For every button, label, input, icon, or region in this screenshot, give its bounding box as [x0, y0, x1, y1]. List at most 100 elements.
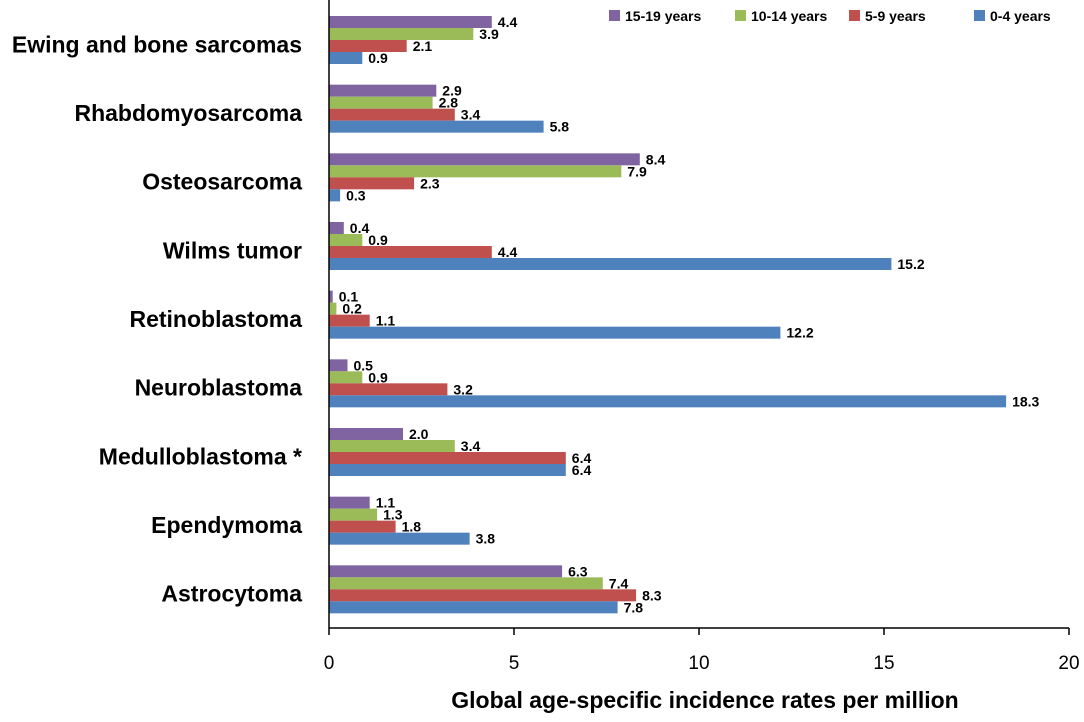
value-label-medulloblastoma-10-14-years: 3.4 — [461, 438, 481, 454]
value-label-medulloblastoma-0-4-years: 6.4 — [572, 462, 592, 478]
category-label-rhabdomyosarcoma: Rhabdomyosarcoma — [74, 100, 302, 126]
value-label-rhabdomyosarcoma-15-19-years: 2.9 — [442, 83, 462, 99]
bar-retinoblastoma-0-4-years — [329, 326, 781, 339]
legend: 15-19 years 10-14 years 5-9 years 0-4 years — [609, 8, 1051, 24]
value-label-astrocytoma-10-14-years: 7.4 — [609, 575, 629, 591]
bar-ewing-and-bone-sarcomas-10-14-years — [329, 28, 474, 40]
x-axis-title: Global age-specific incidence rates per … — [451, 687, 958, 713]
value-label-rhabdomyosarcoma-10-14-years: 2.8 — [439, 95, 459, 111]
value-label-rhabdomyosarcoma-5-9-years: 3.4 — [461, 107, 481, 123]
value-label-retinoblastoma-10-14-years: 0.2 — [342, 301, 362, 317]
category-label-wilms-tumor: Wilms tumor — [163, 237, 302, 263]
legend-swatch-5-9-years — [849, 10, 860, 21]
value-label-astrocytoma-15-19-years: 6.3 — [568, 563, 588, 579]
bar-medulloblastoma-15-19-years — [329, 428, 403, 440]
category-label-ewing-and-bone-sarcomas: Ewing and bone sarcomas — [12, 31, 302, 57]
value-label-neuroblastoma-15-19-years: 0.5 — [354, 357, 374, 373]
x-tick-label-10: 10 — [688, 653, 709, 674]
value-label-retinoblastoma-15-19-years: 0.1 — [339, 289, 359, 305]
x-tick-label-0: 0 — [324, 653, 335, 674]
value-label-ewing-and-bone-sarcomas-10-14-years: 3.9 — [479, 26, 499, 42]
bar-wilms-tumor-0-4-years — [329, 258, 892, 270]
bar-rhabdomyosarcoma-15-19-years — [329, 84, 437, 97]
legend-label-5-9-years: 5-9 years — [865, 8, 926, 24]
x-ticks-group: 0 5 10 15 20 — [324, 628, 1080, 674]
value-label-neuroblastoma-5-9-years: 3.2 — [453, 381, 473, 397]
value-label-neuroblastoma-0-4-years: 18.3 — [1012, 393, 1039, 409]
bar-neuroblastoma-10-14-years — [329, 371, 363, 384]
value-label-wilms-tumor-5-9-years: 4.4 — [498, 244, 518, 260]
x-tick-label-5: 5 — [509, 653, 520, 674]
value-label-ependymoma-5-9-years: 1.8 — [402, 519, 422, 535]
bar-astrocytoma-5-9-years — [329, 589, 637, 602]
value-label-wilms-tumor-10-14-years: 0.9 — [368, 232, 388, 248]
bar-osteosarcoma-0-4-years — [329, 189, 341, 202]
bar-ependymoma-5-9-years — [329, 520, 396, 533]
value-label-medulloblastoma-15-19-years: 2.0 — [409, 426, 429, 442]
category-label-neuroblastoma: Neuroblastoma — [135, 375, 303, 401]
value-label-ewing-and-bone-sarcomas-0-4-years: 0.9 — [368, 50, 388, 66]
value-label-retinoblastoma-0-4-years: 12.2 — [786, 325, 813, 341]
category-label-retinoblastoma: Retinoblastoma — [129, 306, 302, 332]
value-label-astrocytoma-0-4-years: 7.8 — [624, 599, 644, 615]
bar-rhabdomyosarcoma-5-9-years — [329, 108, 455, 121]
category-label-medulloblastoma: Medulloblastoma * — [99, 443, 302, 469]
bar-wilms-tumor-5-9-years — [329, 246, 492, 258]
value-label-ependymoma-10-14-years: 1.3 — [383, 507, 403, 523]
bar-astrocytoma-15-19-years — [329, 565, 563, 578]
legend-label-15-19-years: 15-19 years — [625, 8, 702, 24]
legend-swatch-15-19-years — [609, 10, 620, 21]
bar-wilms-tumor-10-14-years — [329, 234, 363, 246]
category-labels-group: Ewing and bone sarcomas Rhabdomyosarcoma O… — [12, 31, 302, 606]
legend-swatch-0-4-years — [974, 10, 985, 21]
bar-medulloblastoma-10-14-years — [329, 440, 455, 452]
value-label-astrocytoma-5-9-years: 8.3 — [642, 587, 662, 603]
value-label-osteosarcoma-5-9-years: 2.3 — [420, 175, 440, 191]
value-label-osteosarcoma-10-14-years: 7.9 — [627, 163, 647, 179]
bar-neuroblastoma-5-9-years — [329, 383, 448, 396]
value-label-ependymoma-0-4-years: 3.8 — [476, 531, 496, 547]
bar-retinoblastoma-5-9-years — [329, 314, 370, 327]
value-label-ependymoma-15-19-years: 1.1 — [376, 495, 396, 511]
bar-medulloblastoma-5-9-years — [329, 452, 566, 464]
value-label-ewing-and-bone-sarcomas-15-19-years: 4.4 — [498, 14, 518, 30]
value-label-rhabdomyosarcoma-0-4-years: 5.8 — [550, 119, 570, 135]
bar-ependymoma-0-4-years — [329, 532, 470, 545]
bar-ependymoma-10-14-years — [329, 508, 378, 521]
bar-rhabdomyosarcoma-0-4-years — [329, 120, 544, 133]
bars-group — [329, 16, 1007, 614]
bar-neuroblastoma-15-19-years — [329, 359, 348, 372]
value-label-neuroblastoma-10-14-years: 0.9 — [368, 369, 388, 385]
bar-ewing-and-bone-sarcomas-15-19-years — [329, 16, 492, 28]
bar-medulloblastoma-0-4-years — [329, 464, 566, 476]
bar-astrocytoma-0-4-years — [329, 601, 618, 614]
value-labels-group: 4.43.92.10.92.92.83.45.88.47.92.30.30.40… — [339, 14, 1040, 615]
bar-osteosarcoma-15-19-years — [329, 153, 640, 166]
bar-ependymoma-15-19-years — [329, 496, 370, 509]
bar-retinoblastoma-15-19-years — [329, 290, 333, 303]
x-tick-label-15: 15 — [873, 653, 894, 674]
value-label-wilms-tumor-0-4-years: 15.2 — [897, 256, 924, 272]
category-label-ependymoma: Ependymoma — [151, 512, 302, 538]
bar-retinoblastoma-10-14-years — [329, 302, 337, 315]
value-label-wilms-tumor-15-19-years: 0.4 — [350, 220, 370, 236]
legend-swatch-10-14-years — [735, 10, 746, 21]
value-label-osteosarcoma-0-4-years: 0.3 — [346, 187, 366, 203]
bar-rhabdomyosarcoma-10-14-years — [329, 96, 433, 109]
value-label-medulloblastoma-5-9-years: 6.4 — [572, 450, 592, 466]
bar-ewing-and-bone-sarcomas-0-4-years — [329, 52, 363, 64]
value-label-ewing-and-bone-sarcomas-5-9-years: 2.1 — [413, 38, 433, 54]
bar-astrocytoma-10-14-years — [329, 577, 603, 590]
x-tick-label-20: 20 — [1058, 653, 1079, 674]
category-label-osteosarcoma: Osteosarcoma — [142, 169, 302, 195]
bar-wilms-tumor-15-19-years — [329, 222, 344, 234]
legend-label-0-4-years: 0-4 years — [990, 8, 1051, 24]
bar-osteosarcoma-10-14-years — [329, 165, 622, 178]
legend-label-10-14-years: 10-14 years — [751, 8, 828, 24]
bar-neuroblastoma-0-4-years — [329, 395, 1007, 408]
value-label-retinoblastoma-5-9-years: 1.1 — [376, 313, 396, 329]
value-label-osteosarcoma-15-19-years: 8.4 — [646, 151, 666, 167]
bar-osteosarcoma-5-9-years — [329, 177, 415, 190]
category-label-astrocytoma: Astrocytoma — [161, 581, 302, 607]
